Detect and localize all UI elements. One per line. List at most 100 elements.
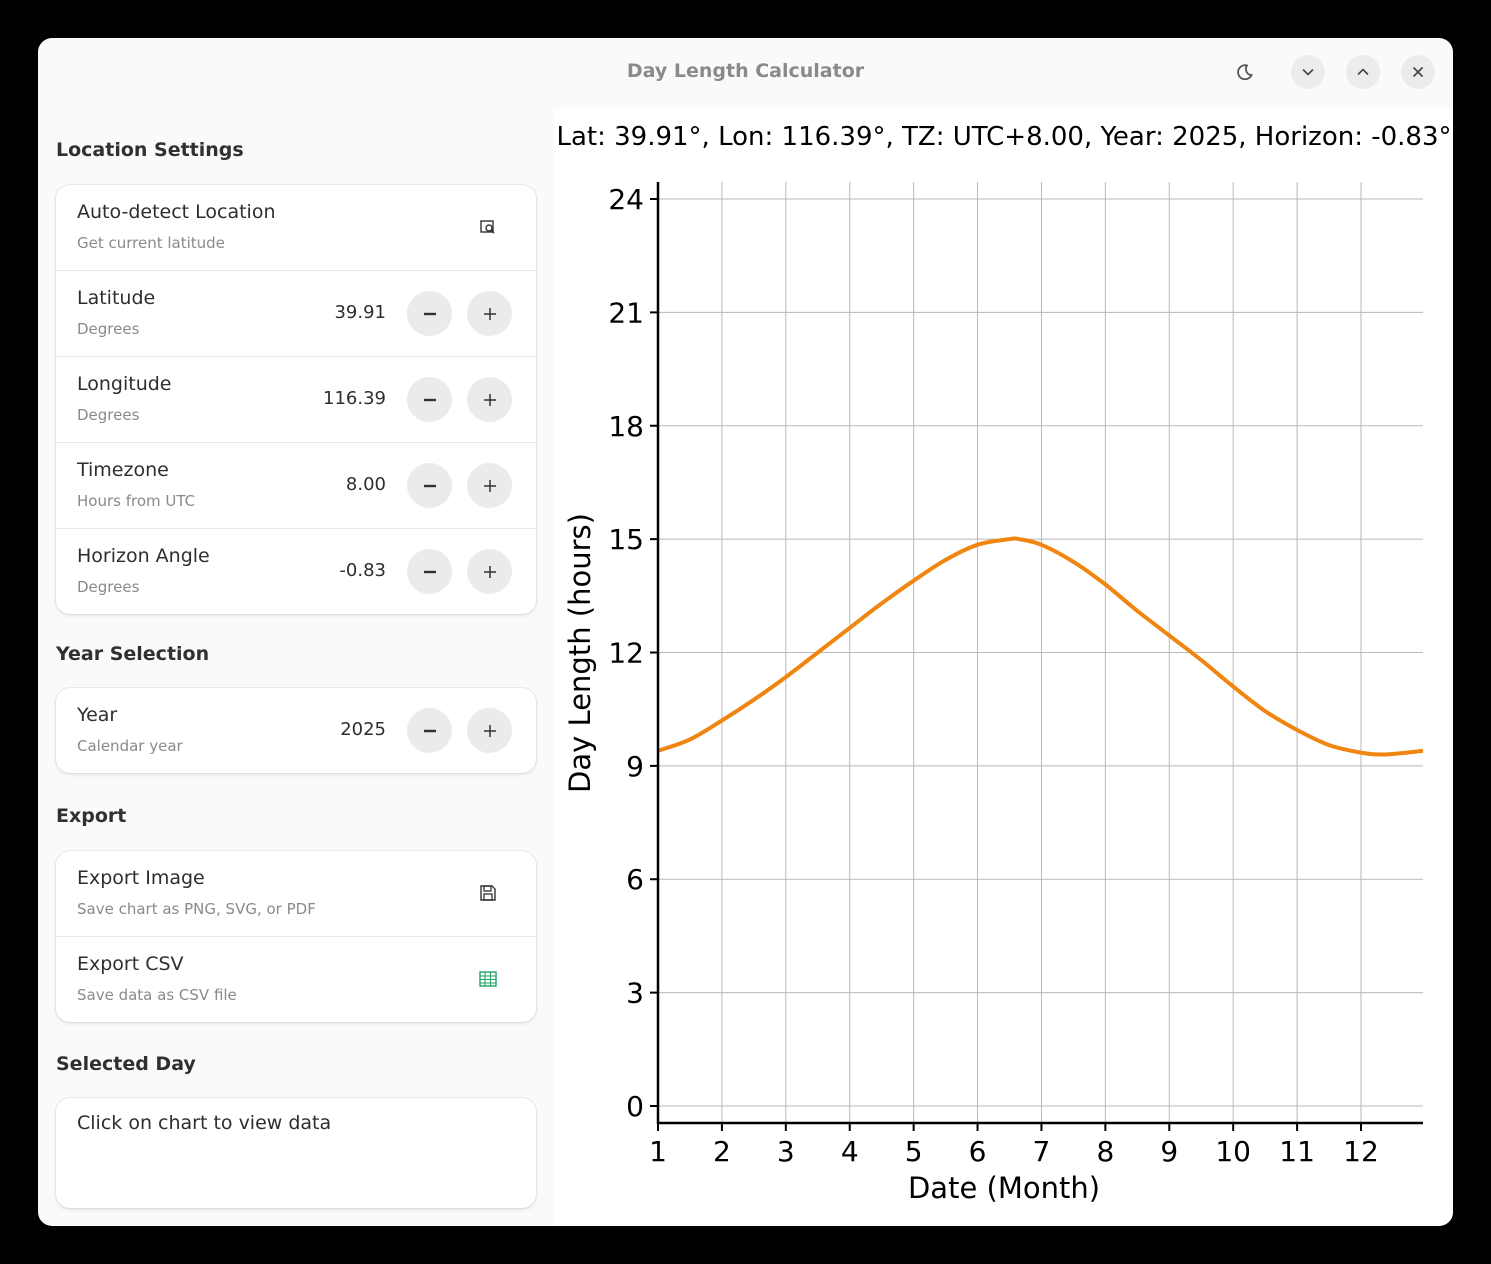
latitude-label: Latitude bbox=[77, 287, 156, 309]
x-tick-label: 2 bbox=[713, 1135, 731, 1168]
y-axis-label: Day Length (hours) bbox=[563, 513, 597, 793]
plus-icon bbox=[483, 479, 496, 492]
chevron-down-icon bbox=[1302, 68, 1314, 76]
latitude-sub: Degrees bbox=[77, 320, 140, 338]
auto-detect-label: Auto-detect Location bbox=[77, 201, 276, 223]
export-csv-label: Export CSV bbox=[77, 953, 184, 975]
selected-day-card: Click on chart to view data bbox=[56, 1098, 536, 1208]
x-tick-label: 5 bbox=[905, 1135, 923, 1168]
x-tick-label: 11 bbox=[1279, 1135, 1315, 1168]
horizon-increment-button[interactable] bbox=[467, 549, 512, 594]
year-label: Year bbox=[77, 704, 118, 726]
dark-mode-button[interactable] bbox=[1228, 55, 1262, 89]
minimize-button[interactable] bbox=[1291, 55, 1325, 89]
year-selection-title: Year Selection bbox=[56, 643, 210, 665]
export-title: Export bbox=[56, 805, 127, 827]
latitude-decrement-button[interactable] bbox=[407, 291, 452, 336]
longitude-decrement-button[interactable] bbox=[407, 377, 452, 422]
close-icon bbox=[1412, 66, 1424, 78]
chart-title: Lat: 39.91°, Lon: 116.39°, TZ: UTC+8.00,… bbox=[556, 122, 1451, 152]
auto-detect-row[interactable]: Auto-detect Location Get current latitud… bbox=[56, 185, 536, 271]
longitude-row: Longitude Degrees 116.39 bbox=[56, 357, 536, 443]
chevron-up-icon bbox=[1357, 68, 1369, 76]
minus-icon bbox=[423, 312, 436, 315]
timezone-sub: Hours from UTC bbox=[77, 492, 196, 510]
y-axis-ticks: 0 3 6 9 12 15 18 21 24 bbox=[608, 183, 658, 1123]
headerbar: Day Length Calculator bbox=[38, 38, 1453, 108]
year-decrement-button[interactable] bbox=[407, 708, 452, 753]
y-tick-label: 21 bbox=[608, 296, 644, 329]
x-tick-label: 7 bbox=[1033, 1135, 1051, 1168]
export-csv-row[interactable]: Export CSV Save data as CSV file bbox=[56, 937, 536, 1022]
minus-icon bbox=[423, 570, 436, 573]
minus-icon bbox=[423, 729, 436, 732]
horizon-decrement-button[interactable] bbox=[407, 549, 452, 594]
timezone-row: Timezone Hours from UTC 8.00 bbox=[56, 443, 536, 529]
window-title: Day Length Calculator bbox=[626, 60, 865, 82]
longitude-increment-button[interactable] bbox=[467, 377, 512, 422]
x-tick-label: 12 bbox=[1343, 1135, 1379, 1168]
maximize-button[interactable] bbox=[1346, 55, 1380, 89]
year-increment-button[interactable] bbox=[467, 708, 512, 753]
year-value[interactable]: 2025 bbox=[340, 719, 386, 740]
chart-series bbox=[657, 536, 1424, 757]
auto-detect-sub: Get current latitude bbox=[77, 234, 225, 252]
x-tick-label: 8 bbox=[1096, 1135, 1114, 1168]
longitude-label: Longitude bbox=[77, 373, 172, 395]
close-button[interactable] bbox=[1401, 55, 1435, 89]
day-length-chart[interactable]: Lat: 39.91°, Lon: 116.39°, TZ: UTC+8.00,… bbox=[553, 108, 1453, 1226]
minus-icon bbox=[423, 398, 436, 401]
app-window: Day Length Calculator Location Settings bbox=[38, 38, 1453, 1226]
export-image-sub: Save chart as PNG, SVG, or PDF bbox=[77, 900, 316, 918]
x-tick-label: 6 bbox=[969, 1135, 987, 1168]
y-tick-label: 18 bbox=[608, 410, 644, 443]
horizon-label: Horizon Angle bbox=[77, 545, 210, 567]
latitude-row: Latitude Degrees 39.91 bbox=[56, 271, 536, 357]
timezone-value[interactable]: 8.00 bbox=[345, 474, 386, 495]
y-tick-label: 15 bbox=[608, 523, 644, 556]
export-image-label: Export Image bbox=[77, 867, 205, 889]
y-tick-label: 3 bbox=[626, 977, 644, 1010]
selected-day-title: Selected Day bbox=[56, 1053, 196, 1075]
export-csv-sub: Save data as CSV file bbox=[77, 986, 237, 1004]
timezone-label: Timezone bbox=[77, 459, 169, 481]
minus-icon bbox=[423, 484, 436, 487]
longitude-value[interactable]: 116.39 bbox=[323, 388, 386, 409]
latitude-value[interactable]: 39.91 bbox=[334, 302, 386, 323]
spreadsheet-icon[interactable] bbox=[478, 969, 498, 989]
y-tick-label: 24 bbox=[608, 183, 644, 216]
timezone-increment-button[interactable] bbox=[467, 463, 512, 508]
location-card: Auto-detect Location Get current latitud… bbox=[56, 185, 536, 614]
x-tick-label: 10 bbox=[1215, 1135, 1251, 1168]
x-tick-label: 1 bbox=[649, 1135, 667, 1168]
plus-icon bbox=[483, 393, 496, 406]
timezone-decrement-button[interactable] bbox=[407, 463, 452, 508]
latitude-increment-button[interactable] bbox=[467, 291, 512, 336]
location-search-icon[interactable] bbox=[478, 217, 498, 237]
save-icon[interactable] bbox=[478, 883, 498, 903]
chart-grid bbox=[657, 182, 1423, 1123]
export-card: Export Image Save chart as PNG, SVG, or … bbox=[56, 851, 536, 1022]
export-image-row[interactable]: Export Image Save chart as PNG, SVG, or … bbox=[56, 851, 536, 937]
y-tick-label: 0 bbox=[626, 1090, 644, 1123]
y-tick-label: 12 bbox=[608, 637, 644, 670]
selected-day-text: Click on chart to view data bbox=[77, 1112, 332, 1134]
moon-icon bbox=[1237, 64, 1253, 81]
longitude-sub: Degrees bbox=[77, 406, 140, 424]
x-tick-label: 3 bbox=[777, 1135, 795, 1168]
day-length-line bbox=[657, 536, 1424, 757]
year-row: Year Calendar year 2025 bbox=[56, 688, 536, 773]
location-settings-title: Location Settings bbox=[56, 139, 244, 161]
horizon-value[interactable]: -0.83 bbox=[339, 560, 386, 581]
chart-panel[interactable]: Lat: 39.91°, Lon: 116.39°, TZ: UTC+8.00,… bbox=[553, 108, 1453, 1226]
year-card: Year Calendar year 2025 bbox=[56, 688, 536, 773]
horizon-row: Horizon Angle Degrees -0.83 bbox=[56, 529, 536, 614]
x-tick-label: 9 bbox=[1160, 1135, 1178, 1168]
year-sub: Calendar year bbox=[77, 737, 183, 755]
x-axis-label: Date (Month) bbox=[908, 1171, 1100, 1205]
x-tick-label: 4 bbox=[841, 1135, 859, 1168]
horizon-sub: Degrees bbox=[77, 578, 140, 596]
x-axis-ticks: 1 2 3 4 5 6 7 8 9 10 11 12 bbox=[649, 1123, 1379, 1168]
y-tick-label: 9 bbox=[626, 750, 644, 783]
y-tick-label: 6 bbox=[626, 863, 644, 896]
